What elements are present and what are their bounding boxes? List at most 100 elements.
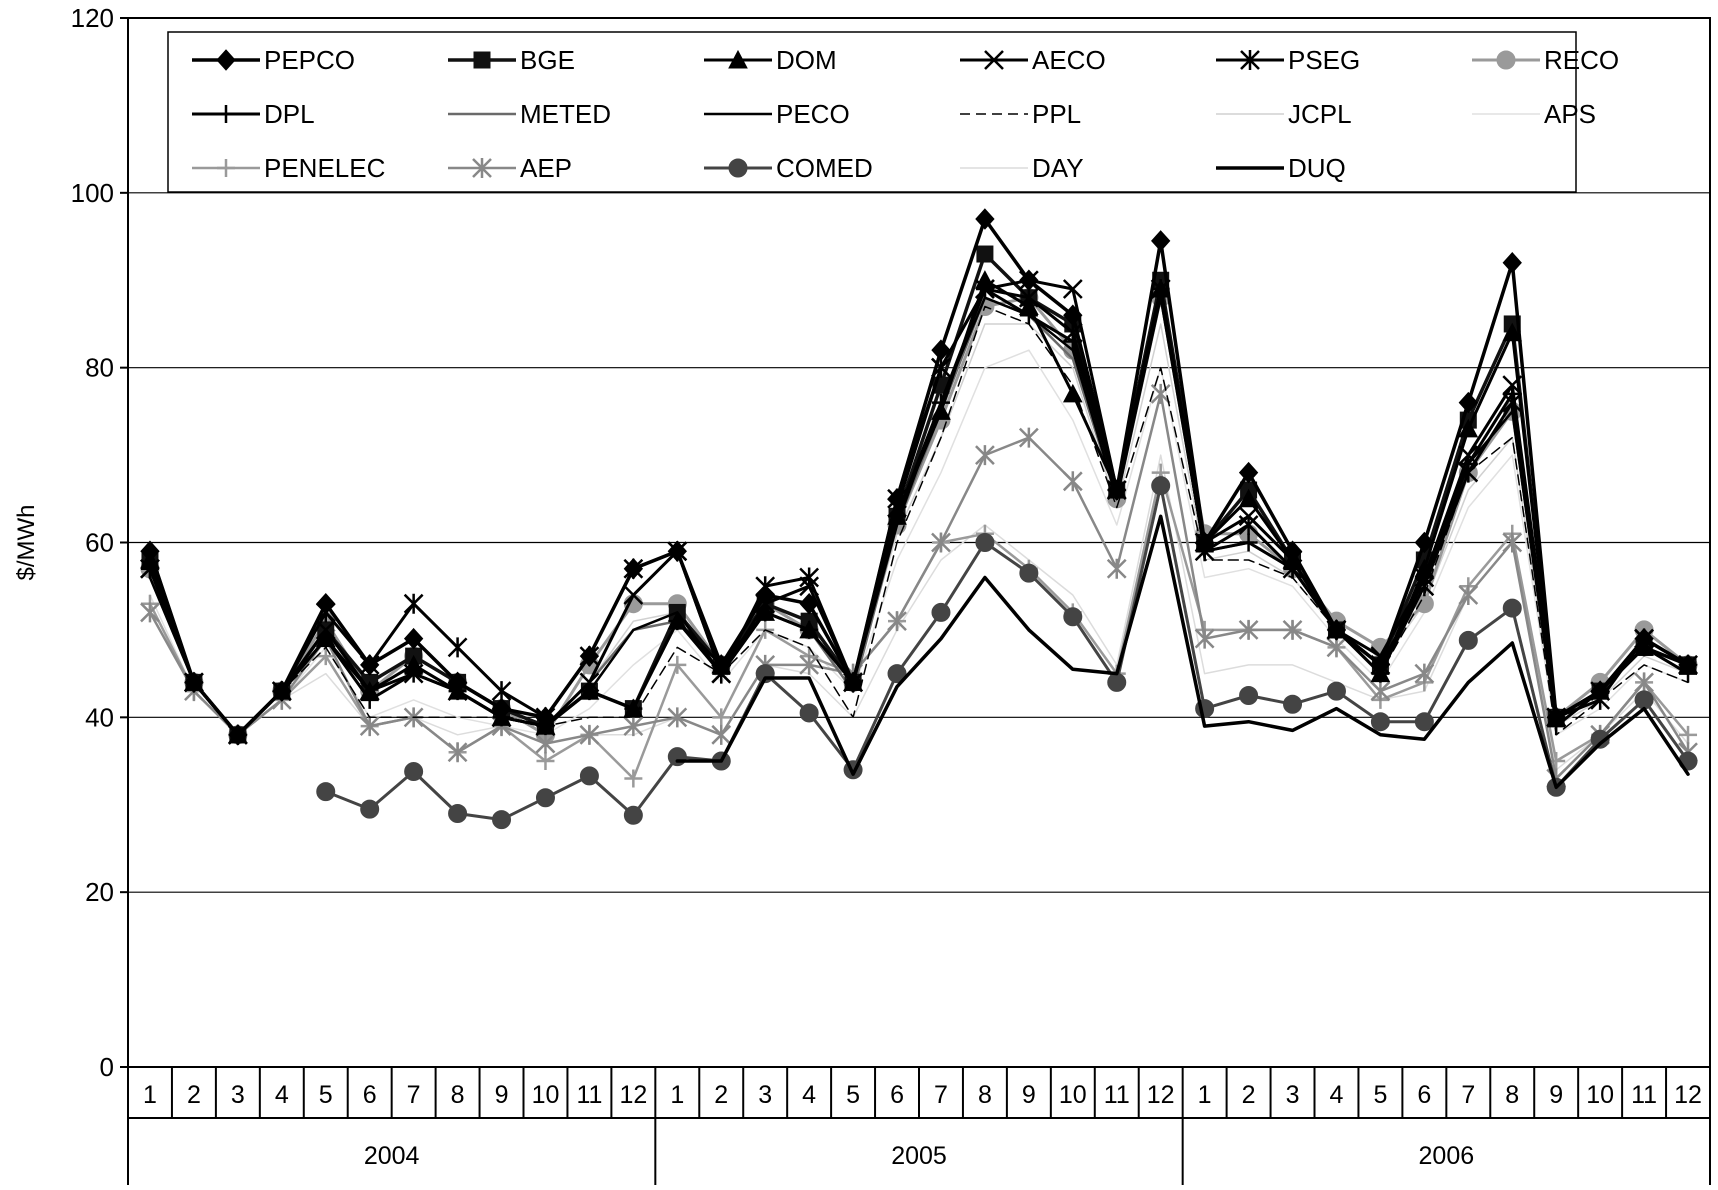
- data-point: [403, 627, 424, 650]
- data-point: [1282, 619, 1303, 640]
- month-tick-label: 11: [1104, 1081, 1130, 1109]
- legend-label: DUQ: [1288, 153, 1346, 183]
- data-point: [1106, 558, 1127, 579]
- legend-marker: [217, 159, 235, 177]
- legend-item-jcpl: JCPL: [1216, 99, 1352, 129]
- month-tick-label: 6: [1417, 1081, 1431, 1109]
- y-tick-label: 60: [85, 528, 114, 558]
- legend-item-reco: RECO: [1472, 45, 1619, 75]
- data-point: [667, 707, 688, 728]
- data-point: [140, 559, 159, 578]
- y-tick-label: 20: [85, 877, 114, 907]
- data-point: [667, 541, 688, 562]
- year-label: 2004: [364, 1142, 420, 1170]
- data-point: [1151, 279, 1170, 298]
- month-tick-label: 9: [495, 1081, 509, 1109]
- data-point: [1062, 279, 1083, 299]
- data-point: [1150, 383, 1171, 404]
- month-tick-label: 8: [1505, 1081, 1519, 1109]
- legend-marker: [217, 105, 235, 123]
- data-point: [404, 762, 424, 782]
- data-point: [1238, 515, 1259, 536]
- year-label: 2005: [891, 1142, 947, 1170]
- data-point: [448, 803, 468, 823]
- data-point: [975, 533, 995, 552]
- legend-label: PEPCO: [264, 45, 355, 75]
- legend-label: APS: [1544, 99, 1596, 129]
- legend-label: PECO: [776, 99, 850, 129]
- legend: [167, 31, 1577, 193]
- month-tick-label: 10: [1586, 1081, 1614, 1109]
- data-point: [623, 585, 644, 605]
- data-point: [492, 810, 512, 830]
- data-point: [1502, 598, 1522, 618]
- data-point: [1503, 384, 1522, 403]
- data-point: [1063, 332, 1082, 351]
- data-point: [1458, 391, 1478, 414]
- data-point: [887, 611, 907, 632]
- month-tick-label: 1: [1198, 1081, 1212, 1109]
- data-point: [1414, 712, 1434, 732]
- month-tick-label: 4: [275, 1081, 289, 1109]
- legend-label: AEP: [520, 153, 572, 183]
- year-label: 2006: [1419, 1142, 1475, 1170]
- data-point: [623, 716, 644, 737]
- data-point: [667, 747, 687, 767]
- legend-item-aps: APS: [1472, 99, 1596, 129]
- data-point: [1018, 270, 1039, 291]
- legend-label: PENELEC: [264, 153, 385, 183]
- data-point: [1062, 383, 1083, 403]
- month-tick-label: 5: [846, 1081, 860, 1109]
- data-point: [1239, 685, 1259, 705]
- legend-label: COMED: [776, 153, 873, 183]
- y-axis-label: $/MWh: [13, 504, 40, 580]
- data-point: [931, 532, 951, 553]
- data-point: [975, 208, 995, 230]
- data-point: [668, 655, 687, 674]
- month-tick-label: 3: [1286, 1081, 1300, 1109]
- month-tick-label: 11: [576, 1081, 602, 1109]
- legend-label: BGE: [520, 45, 575, 75]
- data-point: [1062, 471, 1083, 492]
- data-point: [624, 769, 643, 788]
- legend-marker: [728, 158, 748, 178]
- legend-label: JCPL: [1288, 99, 1352, 129]
- month-tick-label: 5: [319, 1081, 333, 1109]
- data-point: [712, 708, 731, 727]
- data-point: [1326, 637, 1347, 658]
- legend-item-aep: AEP: [448, 153, 572, 183]
- month-tick-label: 6: [363, 1081, 377, 1109]
- legend-marker: [473, 51, 491, 69]
- data-point: [359, 716, 380, 737]
- data-point: [579, 724, 600, 745]
- data-point: [316, 647, 335, 666]
- series-comed: [316, 476, 1698, 830]
- legend-label: DPL: [264, 99, 315, 129]
- month-tick-label: 5: [1373, 1081, 1387, 1109]
- data-point: [623, 558, 644, 579]
- month-tick-label: 9: [1022, 1081, 1036, 1109]
- data-point: [931, 602, 951, 622]
- data-point: [1238, 619, 1259, 640]
- data-point: [1063, 607, 1083, 627]
- data-point: [447, 742, 468, 763]
- y-tick-label: 100: [71, 178, 114, 208]
- month-tick-label: 4: [802, 1081, 816, 1109]
- series-line: [148, 287, 1690, 737]
- legend-label: DAY: [1032, 153, 1084, 183]
- legend-item-meted: METED: [448, 99, 611, 129]
- data-point: [1590, 729, 1610, 749]
- month-tick-label: 10: [532, 1081, 560, 1109]
- legend-marker: [1240, 50, 1260, 70]
- data-point: [1634, 690, 1654, 710]
- legend-item-pepco: PEPCO: [192, 45, 355, 75]
- legend-item-comed: COMED: [704, 153, 873, 183]
- data-point: [1018, 287, 1039, 308]
- legend-marker: [1496, 50, 1516, 70]
- legend-marker: [216, 49, 236, 71]
- legend-label: AECO: [1032, 45, 1106, 75]
- legend-item-peco: PECO: [704, 99, 850, 129]
- data-point: [140, 602, 160, 623]
- legend-label: DOM: [776, 45, 837, 75]
